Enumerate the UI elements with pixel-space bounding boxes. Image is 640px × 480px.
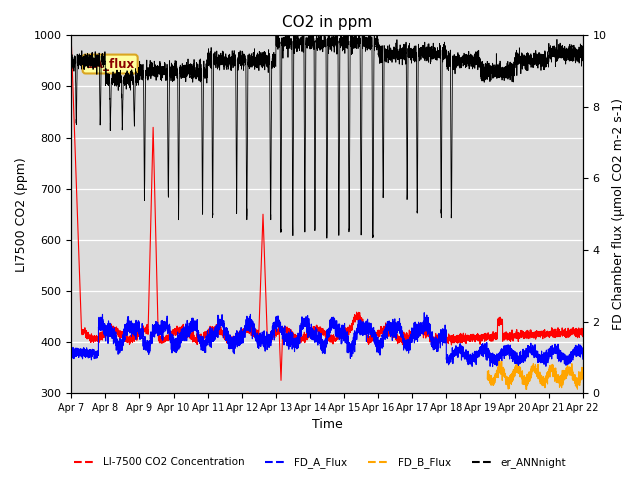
Text: BA_flux: BA_flux <box>86 58 135 71</box>
Y-axis label: FD Chamber flux (μmol CO2 m-2 s-1): FD Chamber flux (μmol CO2 m-2 s-1) <box>612 98 625 330</box>
Title: CO2 in ppm: CO2 in ppm <box>282 15 372 30</box>
Y-axis label: LI7500 CO2 (ppm): LI7500 CO2 (ppm) <box>15 157 28 272</box>
X-axis label: Time: Time <box>312 419 342 432</box>
Legend: LI-7500 CO2 Concentration, FD_A_Flux, FD_B_Flux, er_ANNnight: LI-7500 CO2 Concentration, FD_A_Flux, FD… <box>70 453 570 472</box>
